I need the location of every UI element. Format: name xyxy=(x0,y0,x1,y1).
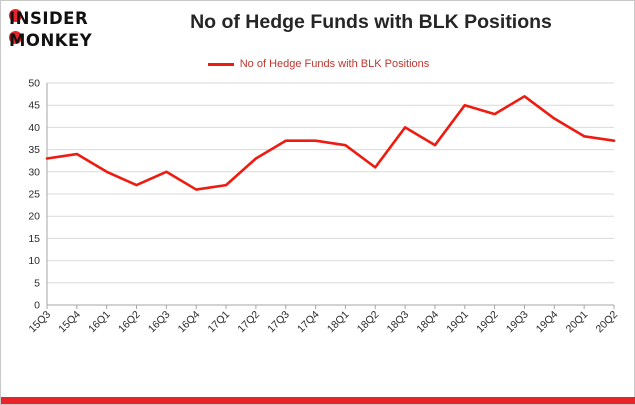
bottom-accent-bar xyxy=(1,397,635,404)
x-axis-tick-label: 15Q4 xyxy=(56,309,83,336)
x-axis-tick-label: 20Q2 xyxy=(593,309,620,336)
x-axis-tick-label: 16Q2 xyxy=(116,309,143,336)
axes xyxy=(46,83,614,306)
x-axis-tick-label: 17Q3 xyxy=(265,309,292,336)
y-axis-tick-label: 10 xyxy=(28,255,40,267)
x-axis-tick-label: 18Q3 xyxy=(385,309,412,336)
y-axis-tick-label: 45 xyxy=(28,100,40,112)
y-axis-tick-label: 30 xyxy=(28,166,40,178)
series-line-1 xyxy=(45,95,616,191)
x-axis-tick-label: 16Q3 xyxy=(146,309,173,336)
y-axis-tick-label: 40 xyxy=(28,122,40,134)
x-axis-tick-label: 17Q2 xyxy=(235,309,262,336)
insider-monkey-logo: INSIDER MONKEY xyxy=(9,9,121,55)
y-axis-tick-label: 0 xyxy=(34,300,40,312)
x-axis-tick-label: 15Q3 xyxy=(26,309,53,336)
plot-area: 0 5 10 15 20 25 30 35 40 45 50 15Q3 15Q4 16Q1 16Q2 16Q… xyxy=(1,73,635,373)
x-axis-tick-label: 19Q1 xyxy=(444,309,471,336)
page-title: No of Hedge Funds with BLK Positions xyxy=(190,11,552,33)
data-series-group xyxy=(45,95,616,191)
x-axis-tick-label: 16Q4 xyxy=(176,309,203,336)
x-axis-tick-label: 19Q4 xyxy=(534,309,561,336)
logo-line-2: MONKEY xyxy=(9,31,93,50)
y-axis-tick-label: 25 xyxy=(28,189,40,201)
x-axis-tick-label: 17Q1 xyxy=(206,309,233,336)
y-axis-tick-label: 5 xyxy=(34,277,40,289)
x-axis-tick-label: 18Q1 xyxy=(325,309,352,336)
x-axis-tick-label: 16Q1 xyxy=(86,309,113,336)
x-axis-tick-label: 19Q3 xyxy=(504,309,531,336)
y-axis-ticks: 0 5 10 15 20 25 30 35 40 45 50 xyxy=(28,78,40,312)
x-axis-tick-label: 18Q4 xyxy=(414,309,441,336)
logo-dot-top xyxy=(9,9,22,22)
y-axis-tick-label: 15 xyxy=(28,233,40,245)
gridlines xyxy=(47,82,614,306)
logo-line-1: INSIDER xyxy=(9,9,89,28)
x-axis-ticks: 15Q3 15Q4 16Q1 16Q2 16Q3 16Q4 17Q1 17Q2 17Q3 17Q4… xyxy=(26,305,620,335)
legend-swatch-series-1 xyxy=(207,62,234,66)
legend-label-series-1: No of Hedge Funds with BLK Positions xyxy=(239,58,430,70)
logo-dot-bottom xyxy=(9,31,22,44)
x-axis-tick-label: 20Q1 xyxy=(564,309,591,336)
x-axis-tick-label: 18Q2 xyxy=(355,309,382,336)
x-axis-tick-label: 19Q2 xyxy=(474,309,501,336)
y-axis-tick-label: 50 xyxy=(28,78,40,90)
y-axis-tick-label: 20 xyxy=(28,211,40,223)
x-axis-tick-label: 17Q4 xyxy=(295,309,322,336)
chart-legend: No of Hedge Funds with BLK Positions xyxy=(1,58,635,70)
y-axis-tick-label: 35 xyxy=(28,144,40,156)
